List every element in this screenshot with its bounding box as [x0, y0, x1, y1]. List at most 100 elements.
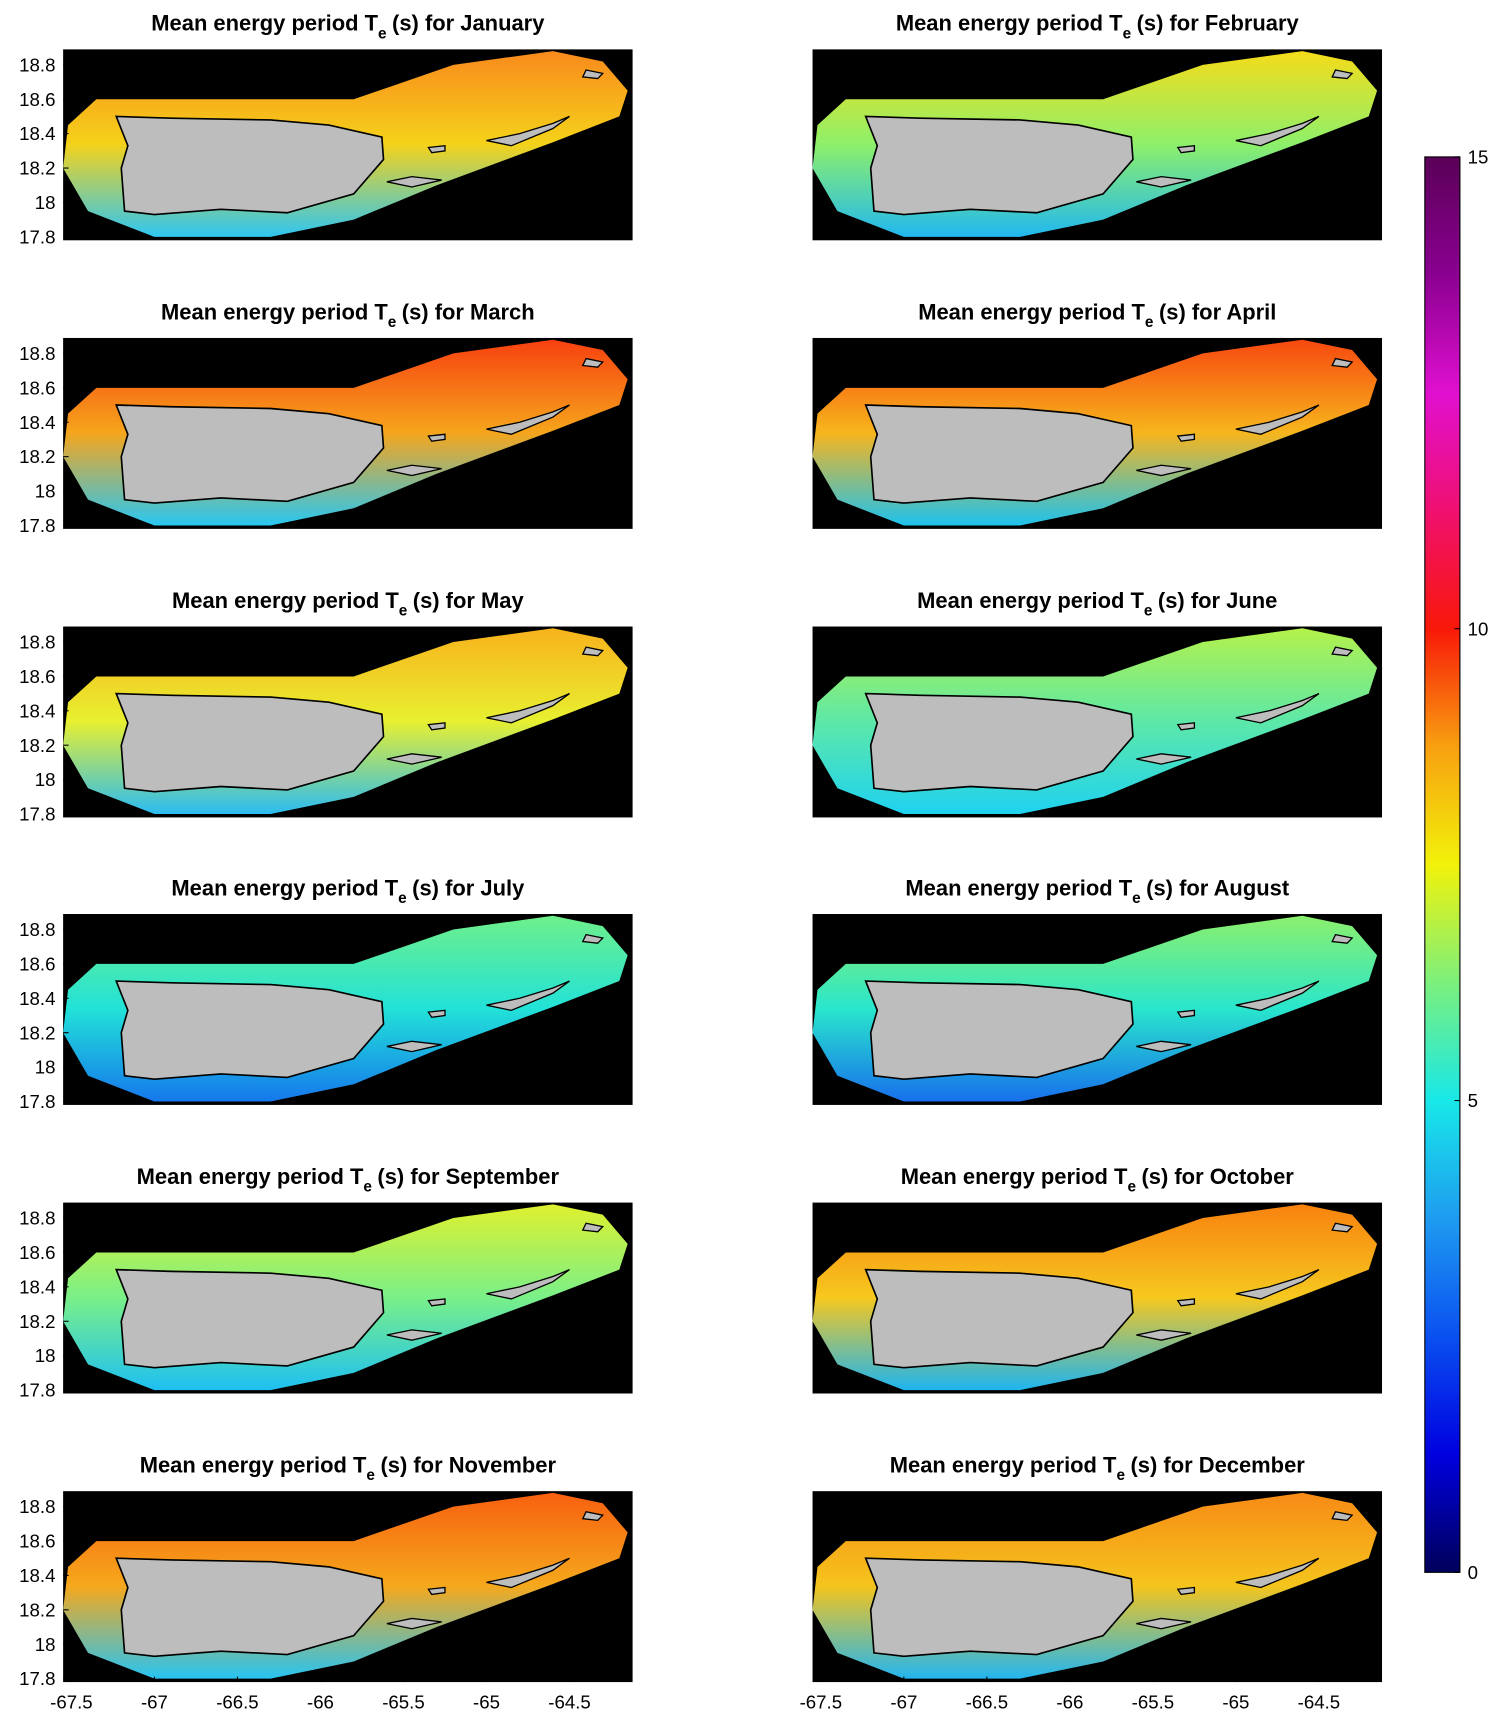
x-tick-label: -67.5	[50, 1691, 92, 1712]
y-tick-label: 18.8	[19, 632, 55, 653]
land	[864, 692, 1134, 793]
y-tick-label: 18	[35, 481, 56, 502]
y-tick-label: 18.2	[19, 1022, 55, 1043]
land	[1331, 646, 1354, 657]
title-rest: (s) for July	[412, 875, 525, 900]
y-tick-label: 17.8	[19, 226, 55, 247]
land	[1235, 404, 1320, 435]
title-rest: (s) for February	[1137, 11, 1300, 36]
x-tick-label: -67	[890, 1691, 917, 1712]
y-tick-label: 18.8	[19, 343, 55, 364]
panel-title: Mean energy period Te (s) for September	[137, 1164, 560, 1196]
panel-title: Mean energy period Te (s) for August	[905, 875, 1289, 907]
y-tick-label: 18.4	[19, 412, 55, 433]
y-tick-label: 18.6	[19, 1531, 55, 1552]
title-subscript: e	[378, 25, 387, 42]
land	[581, 933, 605, 944]
title-rest: (s) for October	[1141, 1164, 1294, 1189]
panel-title: Mean energy period Te (s) for November	[140, 1453, 557, 1485]
land	[864, 115, 1134, 216]
title-main: Mean energy period T	[172, 588, 399, 613]
title-subscript: e	[1116, 1467, 1125, 1484]
y-tick-label: 18	[35, 192, 56, 213]
y-tick-label: 18.6	[19, 953, 55, 974]
title-subscript: e	[399, 603, 408, 620]
title-rest: (s) for November	[380, 1453, 556, 1478]
x-tick-label: -66	[1056, 1691, 1083, 1712]
land	[427, 433, 446, 442]
land	[581, 69, 605, 80]
land	[1136, 464, 1192, 477]
map-panel: Mean energy period Te (s) for April	[812, 299, 1383, 529]
x-tick-label: -65	[1222, 1691, 1249, 1712]
panel-title: Mean energy period Te (s) for December	[890, 1453, 1306, 1485]
y-tick-label: 17.8	[19, 515, 55, 536]
land	[1235, 692, 1320, 724]
land	[1136, 1040, 1192, 1053]
title-subscript: e	[1145, 314, 1154, 331]
land	[427, 1586, 446, 1596]
title-main: Mean energy period T	[140, 1453, 367, 1478]
land	[427, 1009, 446, 1018]
title-subscript: e	[1144, 603, 1153, 620]
land	[581, 1222, 605, 1233]
colorbar-tick-label: 5	[1468, 1090, 1478, 1111]
y-tick-label: 18.4	[19, 123, 55, 144]
title-subscript: e	[388, 314, 397, 331]
title-rest: (s) for January	[392, 11, 545, 36]
land	[581, 357, 605, 368]
y-tick-label: 18.2	[19, 1599, 55, 1620]
land	[1176, 1298, 1196, 1307]
map-panel: Mean energy period Te (s) for March 17.8 18…	[19, 299, 633, 536]
land	[386, 175, 442, 188]
land	[581, 646, 605, 657]
land	[1176, 433, 1196, 442]
land	[386, 753, 442, 765]
x-tick-label: -67.5	[800, 1691, 842, 1712]
land	[1136, 1329, 1192, 1341]
panel-title: Mean energy period Te (s) for June	[917, 588, 1277, 620]
x-tick-label: -66.5	[966, 1691, 1008, 1712]
map-panel: Mean energy period Te (s) for June	[812, 588, 1383, 818]
land	[427, 722, 446, 731]
title-subscript: e	[1132, 890, 1141, 907]
land	[486, 1269, 570, 1300]
land	[1331, 357, 1354, 368]
x-tick-label: -66	[307, 1691, 334, 1712]
land	[1331, 933, 1354, 944]
y-tick-label: 17.8	[19, 1668, 55, 1689]
title-main: Mean energy period T	[905, 875, 1132, 900]
land	[581, 1511, 605, 1522]
land	[1235, 1269, 1320, 1300]
land	[486, 980, 570, 1012]
title-subscript: e	[1123, 25, 1132, 42]
land	[386, 464, 442, 477]
title-rest: (s) for April	[1159, 299, 1276, 324]
panel-title: Mean energy period Te (s) for May	[172, 588, 524, 620]
map-panel: Mean energy period Te (s) for July 17.8 18 1…	[19, 875, 633, 1112]
title-rest: (s) for December	[1130, 1453, 1305, 1478]
colorbar	[1424, 156, 1461, 1573]
land	[115, 404, 385, 504]
map-panel: Mean energy period Te (s) for May 17.8 18 18…	[19, 588, 633, 825]
land	[1235, 980, 1320, 1012]
land	[864, 404, 1134, 504]
title-rest: (s) for June	[1158, 588, 1277, 613]
land	[115, 1268, 385, 1369]
y-tick-label: 18.4	[19, 988, 55, 1009]
title-main: Mean energy period T	[896, 11, 1123, 36]
panel-title: Mean energy period Te (s) for March	[161, 299, 535, 331]
x-tick-label: -65.5	[1132, 1691, 1175, 1712]
title-main: Mean energy period T	[137, 1164, 364, 1189]
colorbar-tick-label: 0	[1468, 1562, 1478, 1583]
title-rest: (s) for September	[377, 1164, 559, 1189]
land	[486, 1557, 570, 1589]
y-tick-label: 18.4	[19, 700, 55, 721]
map-panel: Mean energy period Te (s) for October	[812, 1164, 1383, 1394]
y-tick-label: 18.4	[19, 1565, 55, 1586]
map-panel: Mean energy period Te (s) for December -67…	[800, 1453, 1383, 1712]
land	[1235, 1557, 1320, 1589]
title-main: Mean energy period T	[901, 1164, 1128, 1189]
land	[427, 1298, 446, 1307]
